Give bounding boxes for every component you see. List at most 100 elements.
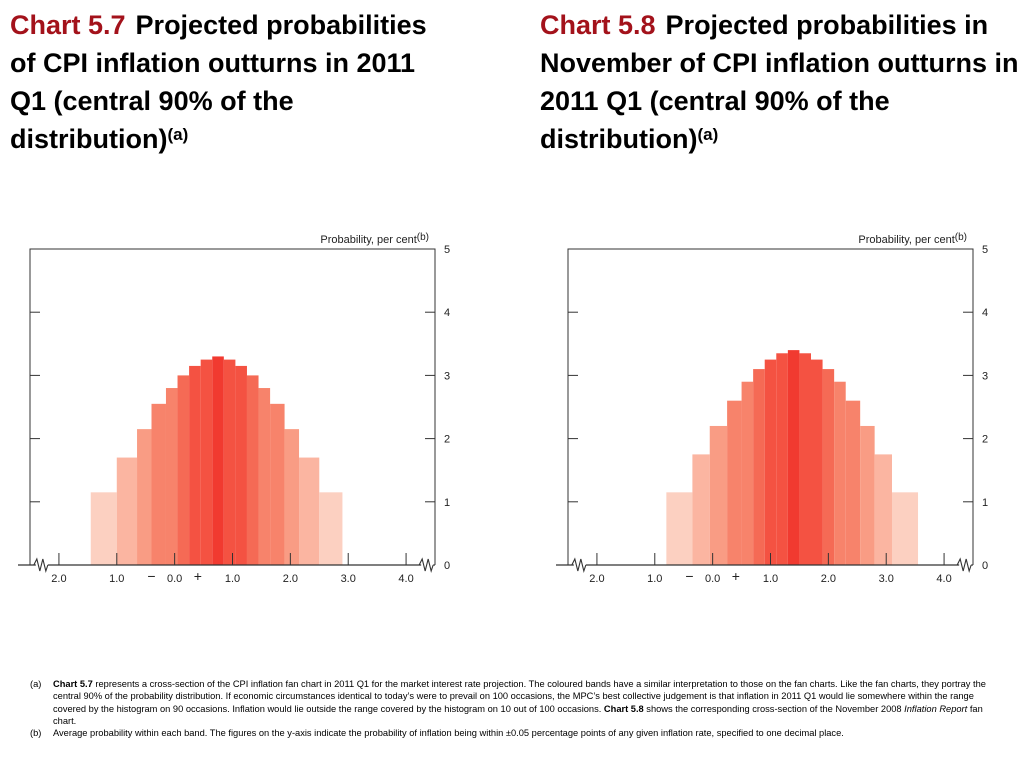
footnote-marker: (a): [167, 125, 189, 144]
chart-5-8-histogram: 0 1 2 3 4 5 Probability, per cent(b) 2.0 1.0 0.0 1…: [556, 232, 988, 585]
chart-title: Projected probabilities of CPI inflation…: [10, 10, 427, 154]
histogram-bar: [709, 425, 728, 565]
footnote-text-run: represents a cross-section of the CPI in…: [53, 679, 986, 714]
x-tick-label: 2.0: [283, 573, 298, 585]
histogram-bar: [727, 400, 742, 565]
y-axis-label-text: Probability, per cent: [858, 234, 954, 246]
histogram-bar: [666, 492, 693, 565]
footnote-b: (b) Average probability within each band.…: [30, 727, 990, 739]
x-tick-label: 3.0: [341, 573, 356, 585]
y-tick-label: 4: [444, 307, 450, 319]
y-tick-label: 0: [444, 560, 450, 572]
histogram-bar: [165, 388, 178, 565]
negative-sign-label: −: [685, 568, 693, 584]
x-tick-label: 1.0: [647, 573, 662, 585]
histogram-bar: [692, 454, 710, 565]
histogram-bar: [753, 369, 765, 565]
x-tick-label: 1.0: [225, 573, 240, 585]
histogram-bar: [892, 492, 919, 565]
footnotes: (a) Chart 5.7 represents a cross-section …: [30, 678, 990, 739]
x-tick-label: 2.0: [589, 573, 604, 585]
y-tick-label: 3: [982, 370, 988, 382]
histogram-bar: [200, 359, 213, 565]
footnote-text-run: Chart 5.7: [53, 679, 93, 689]
histogram-bar: [319, 492, 343, 565]
plot-frame: [567, 248, 974, 565]
axis-break-mark: [418, 557, 434, 573]
x-tick-label: 2.0: [51, 573, 66, 585]
x-tick-label: 4.0: [936, 573, 951, 585]
histogram-bar: [764, 359, 777, 565]
x-tick-label: 4.0: [398, 573, 413, 585]
x-tick-label: 1.0: [763, 573, 778, 585]
chart-5-7-histogram: 0 1 2 3 4 5 Probability, per cent(b) 2.0 1.0 0.0 1…: [18, 232, 450, 585]
histogram-bar: [151, 403, 166, 565]
histogram-bar: [299, 457, 320, 565]
histogram-bar: [90, 492, 117, 565]
histogram-bar: [116, 457, 138, 565]
x-tick-label: 1.0: [109, 573, 124, 585]
histogram-bar: [822, 369, 835, 565]
axis-break-mark: [571, 557, 587, 573]
histogram-bar: [212, 356, 224, 565]
y-tick-label: 5: [982, 244, 988, 256]
histogram-bar: [246, 375, 259, 565]
y-axis-label-text: Probability, per cent: [320, 234, 416, 246]
histogram-bar: [799, 353, 811, 565]
y-tick-label: 3: [444, 370, 450, 382]
footnote-text-run: Chart 5.8: [603, 703, 644, 714]
positive-sign-label: +: [732, 568, 740, 584]
y-tick-label: 4: [982, 307, 988, 319]
x-tick-label: 0.0: [705, 573, 720, 585]
footnote-text: Chart 5.7 represents a cross-section of …: [53, 679, 986, 726]
footnote-text: Average probability within each band. Th…: [53, 728, 844, 738]
histogram-bar: [741, 381, 754, 565]
chart-5-7-heading: Chart 5.7 Projected probabilities of CPI …: [10, 6, 430, 158]
histogram-bar: [284, 429, 300, 565]
footnote-a: (a) Chart 5.7 represents a cross-section …: [30, 678, 990, 727]
histogram-bar: [189, 365, 201, 565]
x-tick-label: 2.0: [821, 573, 836, 585]
chart-title: Projected probabilities in November of C…: [540, 10, 1019, 154]
y-axis-label: Probability, per cent(b): [858, 232, 967, 246]
histogram-bar: [845, 400, 861, 565]
footnote-marker: (a): [697, 125, 719, 144]
footnote-text-run: Inflation Report: [904, 703, 968, 714]
footnote-marker: (a): [30, 679, 42, 689]
histogram-bar: [834, 381, 846, 565]
histogram-bar: [235, 365, 247, 565]
footnote-text-run: Average probability within each band. Th…: [53, 728, 844, 739]
footnote-text-run: fan chart.: [53, 703, 983, 726]
x-tick-label: 3.0: [879, 573, 894, 585]
y-tick-label: 1: [982, 497, 988, 509]
chart-number: Chart 5.7: [10, 10, 126, 40]
histogram-bar: [874, 454, 892, 565]
chart-number: Chart 5.8: [540, 10, 656, 40]
y-tick-label: 5: [444, 244, 450, 256]
y-tick-label: 1: [444, 497, 450, 509]
x-tick-label: 0.0: [167, 573, 182, 585]
negative-sign-label: −: [147, 568, 155, 584]
positive-sign-label: +: [194, 568, 202, 584]
histogram-bar: [270, 403, 285, 565]
histogram-bar: [787, 350, 800, 565]
footnote-text-run: shows the corresponding cross-section of…: [643, 703, 905, 714]
histogram-bar: [258, 388, 271, 565]
chart-5-8-heading: Chart 5.8 Projected probabilities in Nove…: [540, 6, 1020, 158]
histogram-bar: [137, 429, 152, 565]
y-tick-label: 2: [982, 434, 988, 446]
histogram-bar: [177, 375, 190, 565]
y-tick-label: 0: [982, 560, 988, 572]
axis-break-mark: [33, 557, 49, 573]
footnote-marker: (b): [30, 728, 42, 739]
y-axis-label: Probability, per cent(b): [320, 232, 429, 246]
plot-frame: [29, 248, 436, 565]
histogram-bar: [860, 425, 875, 565]
y-axis-label-marker: (b): [955, 232, 967, 243]
axis-break-mark: [956, 557, 972, 573]
histogram-bar: [776, 353, 788, 565]
histogram-bar: [811, 359, 823, 565]
y-axis-label-marker: (b): [417, 232, 429, 243]
y-tick-label: 2: [444, 434, 450, 446]
histogram-bar: [223, 359, 236, 565]
